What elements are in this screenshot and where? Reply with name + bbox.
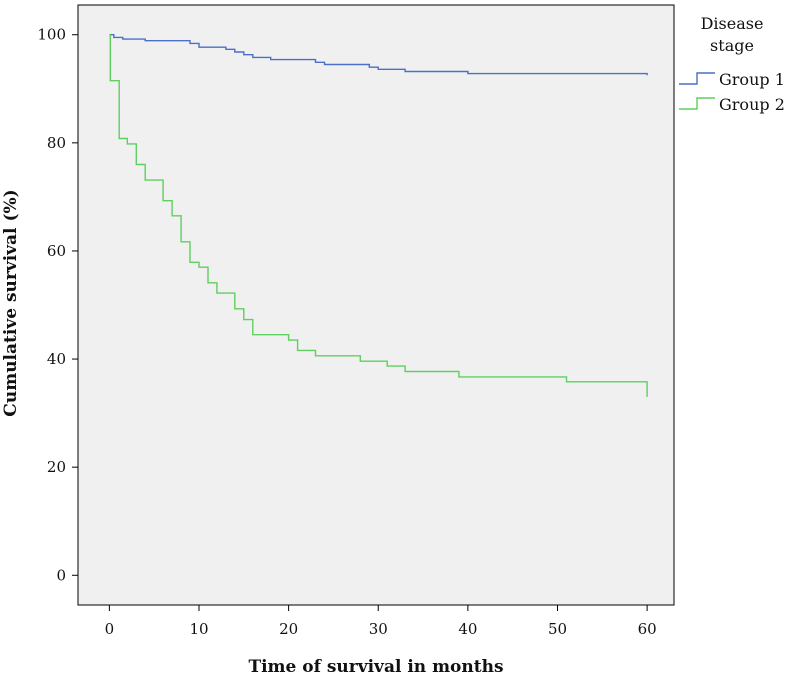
x-tick-label: 0 xyxy=(105,620,115,638)
legend-label-group-1: Group 1 xyxy=(719,70,785,89)
legend-label-group-2: Group 2 xyxy=(719,95,785,114)
x-tick-label: 10 xyxy=(189,620,208,638)
x-axis: 0 10 20 30 40 50 60 xyxy=(105,605,657,638)
series-layer xyxy=(109,34,648,397)
legend-swatch-group-1 xyxy=(679,72,715,85)
series-line-group-1 xyxy=(109,34,648,76)
y-tick-label: 60 xyxy=(47,242,66,260)
y-tick-label: 0 xyxy=(56,566,66,584)
legend: Disease stage Group 1 Group 2 xyxy=(679,14,785,114)
legend-title-line1: Disease xyxy=(701,14,764,33)
x-tick-label: 60 xyxy=(638,620,657,638)
x-tick-label: 40 xyxy=(458,620,477,638)
y-tick-label: 100 xyxy=(37,26,66,44)
x-tick-label: 20 xyxy=(279,620,298,638)
y-tick-label: 80 xyxy=(47,134,66,152)
x-tick-label: 50 xyxy=(548,620,567,638)
x-axis-title: Time of survival in months xyxy=(248,657,503,676)
y-tick-label: 20 xyxy=(47,458,66,476)
y-tick-label: 40 xyxy=(47,350,66,368)
series-line-group-2 xyxy=(109,34,648,397)
legend-swatch-group-2 xyxy=(679,97,715,110)
x-tick-label: 30 xyxy=(369,620,388,638)
y-axis: 0 20 40 60 80 100 xyxy=(37,26,78,584)
plot-area xyxy=(77,4,675,606)
legend-title-line2: stage xyxy=(710,36,754,55)
y-axis-title: Cumulative survival (%) xyxy=(1,189,21,416)
